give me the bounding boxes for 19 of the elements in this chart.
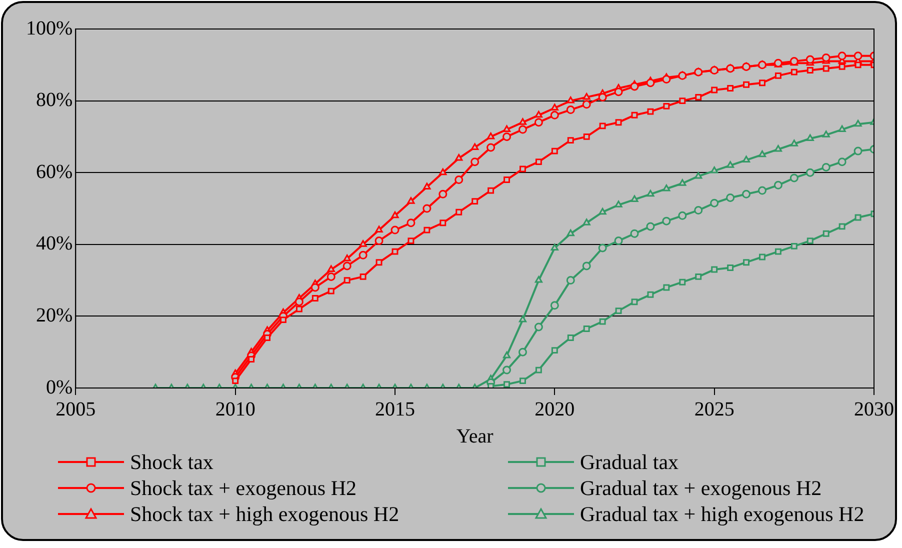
legend-label: Shock tax bbox=[130, 449, 214, 475]
x-tick-label: 2010 bbox=[215, 398, 256, 420]
x-tick-label: 2020 bbox=[534, 398, 575, 420]
legend-label: Gradual tax + high exogenous H2 bbox=[580, 501, 864, 527]
y-tick-label: 20% bbox=[36, 304, 73, 326]
legend-label: Gradual tax bbox=[580, 449, 679, 475]
legend-label: Shock tax + high exogenous H2 bbox=[130, 501, 400, 527]
y-tick-label: 0% bbox=[46, 376, 73, 398]
legend-label: Gradual tax + exogenous H2 bbox=[580, 475, 822, 501]
x-axis-title: Year bbox=[456, 425, 494, 448]
x-tick-label: 2005 bbox=[56, 398, 96, 420]
x-tick-label: 2015 bbox=[374, 398, 415, 420]
y-tick-label: 40% bbox=[36, 232, 73, 255]
y-tick-label: 80% bbox=[36, 89, 73, 112]
x-tick-label: 2030 bbox=[854, 398, 894, 420]
legend-label: Shock tax + exogenous H2 bbox=[130, 475, 356, 501]
x-tick-label: 2025 bbox=[694, 398, 734, 420]
y-tick-label: 100% bbox=[26, 17, 73, 40]
y-tick-label: 60% bbox=[36, 160, 73, 183]
